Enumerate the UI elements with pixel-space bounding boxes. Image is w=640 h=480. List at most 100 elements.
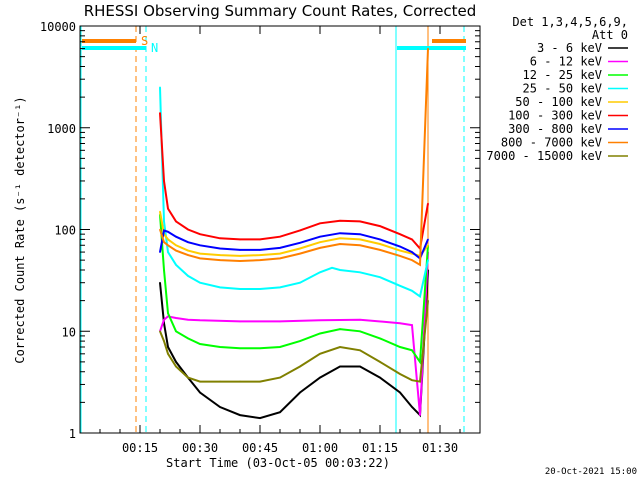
series-point — [379, 249, 381, 251]
series-point — [339, 219, 341, 222]
series-point — [379, 238, 381, 241]
series-point — [199, 380, 201, 383]
series-point — [187, 318, 189, 321]
series-layer — [159, 47, 429, 420]
series-point — [175, 330, 177, 333]
y-tick-label: 100 — [54, 224, 76, 238]
series-point — [199, 252, 201, 255]
series-point — [427, 47, 429, 50]
series-point — [299, 281, 301, 284]
series-point — [163, 220, 165, 223]
series-point — [163, 340, 165, 342]
x-axis-label: Start Time (03-Oct-05 00:03:22) — [166, 456, 390, 470]
series-point — [319, 247, 321, 249]
series-point — [159, 281, 161, 284]
series-line-3 — [159, 87, 429, 299]
series-point — [175, 264, 177, 266]
series-point — [411, 238, 413, 241]
series-point — [199, 244, 201, 247]
series-point — [299, 340, 301, 342]
x-tick-label: 01:30 — [422, 441, 458, 455]
series-point — [187, 241, 189, 243]
series-point — [411, 406, 413, 408]
series-point — [319, 319, 321, 322]
series-point — [199, 257, 201, 260]
series-point — [399, 233, 401, 235]
series-point — [359, 233, 361, 235]
series-point — [163, 229, 165, 232]
legend-label: 800 - 7000 keV — [501, 136, 602, 150]
series-point — [411, 379, 413, 382]
series-point — [359, 220, 361, 223]
series-point — [219, 406, 221, 408]
series-point — [331, 267, 333, 269]
series-point — [187, 376, 189, 379]
series-point — [299, 247, 301, 250]
series-point — [219, 346, 221, 348]
x-tick-label: 00:15 — [122, 441, 158, 455]
series-point — [411, 290, 413, 292]
series-point — [399, 245, 401, 248]
series-point — [279, 376, 281, 379]
series-point — [379, 225, 381, 227]
y-tick-label: 1 — [69, 427, 76, 441]
series-point — [259, 347, 261, 350]
series-point — [219, 254, 221, 256]
saa-label: S — [141, 34, 148, 48]
series-point — [279, 320, 281, 323]
series-point — [199, 281, 201, 284]
series-line-1 — [159, 252, 429, 416]
x-tick-label: 01:00 — [302, 441, 338, 455]
series-point — [187, 249, 189, 252]
series-point — [279, 411, 281, 414]
legend-label: 12 - 25 keV — [523, 68, 602, 82]
series-point — [167, 353, 169, 355]
series-point — [427, 259, 429, 261]
series-point — [399, 255, 401, 257]
series-point — [379, 361, 381, 363]
series-point — [339, 346, 341, 348]
series-point — [279, 286, 281, 289]
series-point — [187, 228, 189, 231]
series-point — [359, 365, 361, 368]
series-point — [239, 414, 241, 416]
legend-label: 50 - 100 keV — [515, 95, 602, 109]
series-point — [299, 242, 301, 244]
series-point — [175, 249, 177, 252]
series-point — [163, 318, 165, 321]
series-point — [159, 251, 161, 253]
series-point — [163, 269, 165, 271]
series-point — [239, 320, 241, 323]
series-point — [175, 317, 177, 319]
series-point — [239, 249, 241, 251]
legend-header-1: Det 1,3,4,5,6,9, — [512, 15, 628, 29]
series-point — [319, 222, 321, 225]
legend-label: 300 - 800 keV — [508, 122, 602, 136]
series-point — [199, 343, 201, 345]
series-point — [167, 244, 169, 247]
series-point — [159, 210, 161, 213]
series-point — [199, 319, 201, 322]
x-tick-label: 00:45 — [242, 441, 278, 455]
legend-label: 3 - 6 keV — [537, 41, 602, 55]
series-point — [199, 391, 201, 394]
series-point — [279, 247, 281, 249]
series-point — [319, 271, 321, 274]
series-point — [379, 376, 381, 379]
y-tick-label: 10 — [62, 325, 76, 339]
series-point — [259, 259, 261, 261]
series-point — [299, 252, 301, 255]
legend-label: 6 - 12 keV — [530, 55, 602, 69]
x-tick-label: 01:15 — [362, 441, 398, 455]
series-point — [279, 257, 281, 260]
series-point — [399, 285, 401, 287]
series-point — [419, 414, 421, 416]
series-point — [339, 243, 341, 245]
series-point — [167, 312, 169, 315]
series-point — [175, 220, 177, 223]
series-point — [187, 337, 189, 340]
series-point — [259, 238, 261, 241]
series-point — [379, 243, 381, 245]
series-point — [175, 361, 177, 363]
series-point — [419, 380, 421, 383]
